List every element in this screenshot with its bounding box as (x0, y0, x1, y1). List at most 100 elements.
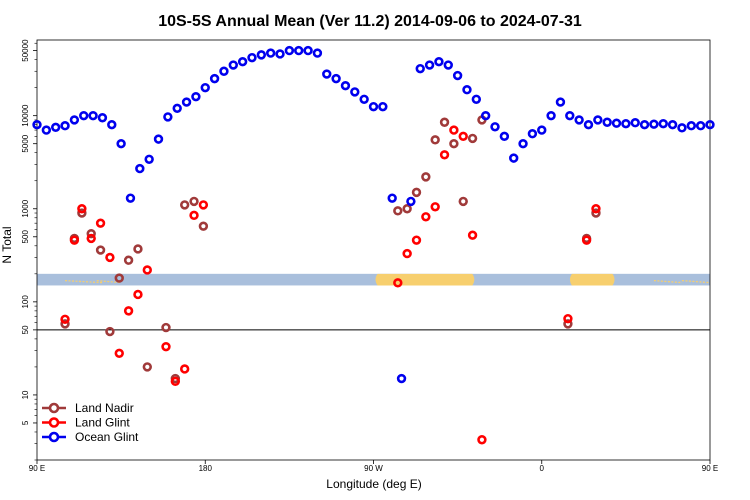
point-land_nadir (449, 138, 459, 149)
point-ocean_glint (490, 122, 500, 132)
point-ocean_glint (462, 85, 472, 95)
point-ocean_glint (378, 101, 388, 112)
legend-marker (48, 431, 60, 443)
point-land_glint (581, 235, 592, 245)
point-ocean_glint (593, 115, 603, 125)
point-land_glint (449, 125, 459, 135)
y-tick-label: 50 (21, 325, 30, 334)
point-land_glint (60, 314, 70, 324)
point-ocean_glint (181, 97, 192, 107)
point-ocean_glint (237, 57, 248, 67)
point-ocean_glint (406, 196, 416, 207)
point-ocean_glint (350, 87, 360, 97)
point-land_glint (198, 200, 209, 210)
point-land_glint (95, 218, 106, 228)
x-tick-label: 90 E (29, 464, 45, 473)
point-ocean_glint (107, 119, 117, 130)
point-land_glint (439, 150, 450, 160)
point-ocean_glint (677, 123, 687, 133)
point-land_nadir (458, 196, 468, 207)
point-ocean_glint (396, 373, 407, 384)
y-axis: 5 10 50 100 500 1000 5000 10000 50000 (21, 39, 37, 461)
point-land_glint (591, 204, 601, 214)
point-land_glint (411, 235, 422, 245)
point-ocean_glint (153, 134, 164, 144)
point-ocean_glint (658, 118, 668, 129)
point-ocean_glint (144, 154, 154, 164)
point-ocean_glint (471, 94, 482, 104)
y-axis-label: N Total (0, 226, 14, 263)
legend-label: Land Nadir (75, 401, 134, 415)
point-ocean_glint (537, 125, 547, 135)
point-ocean_glint (574, 115, 584, 125)
point-land_nadir (563, 319, 573, 329)
x-tick-label: 90 W (364, 464, 383, 473)
point-land_glint (77, 204, 87, 214)
y-tick-label: 1000 (21, 199, 30, 217)
point-land_nadir (105, 326, 115, 337)
point-land_glint (161, 341, 171, 352)
point-land_nadir (77, 208, 87, 218)
point-land_glint (123, 306, 134, 316)
point-ocean_glint (116, 138, 126, 149)
point-ocean_glint (294, 45, 304, 56)
point-land_nadir (114, 273, 124, 283)
map-strip-land-0 (375, 273, 475, 286)
point-ocean_glint (172, 103, 182, 114)
x-tick-label: 0 (540, 464, 545, 473)
point-ocean_glint (630, 118, 640, 128)
point-land_nadir (60, 319, 70, 329)
point-ocean_glint (705, 119, 715, 130)
series-layer (32, 45, 715, 445)
point-ocean_glint (312, 48, 323, 58)
point-land_glint (133, 289, 143, 300)
point-ocean_glint (303, 45, 313, 56)
point-land_glint (142, 265, 152, 275)
point-land_glint (430, 202, 440, 212)
point-ocean_glint (667, 119, 678, 130)
point-land_nadir (393, 206, 403, 216)
point-ocean_glint (60, 121, 70, 131)
point-ocean_glint (322, 69, 332, 79)
point-land_nadir (402, 204, 412, 214)
chart-title: 10S-5S Annual Mean (Ver 11.2) 2014-09-06… (158, 13, 582, 30)
point-ocean_glint (200, 82, 210, 93)
point-ocean_glint (79, 110, 89, 121)
point-land_nadir (142, 362, 152, 372)
y-tick-label: 500 (21, 230, 30, 244)
point-ocean_glint (368, 101, 379, 112)
point-land_glint (563, 313, 573, 324)
point-ocean_glint (452, 70, 463, 81)
point-land_nadir (439, 117, 450, 127)
y-tick-label: 5000 (21, 134, 30, 152)
point-land_nadir (123, 255, 134, 265)
point-land_nadir (421, 172, 431, 182)
point-land_nadir (133, 244, 143, 254)
series-ocean-glint (32, 45, 715, 384)
point-ocean_glint (359, 94, 369, 104)
point-ocean_glint (265, 48, 276, 58)
point-ocean_glint (565, 110, 575, 121)
point-land_glint (105, 252, 115, 263)
map-strip-land-1 (569, 273, 615, 286)
point-land_glint (477, 435, 487, 445)
point-land_glint (86, 233, 96, 244)
point-ocean_glint (686, 121, 697, 131)
point-ocean_glint (695, 121, 706, 131)
point-ocean_glint (163, 112, 173, 122)
point-ocean_glint (209, 73, 220, 84)
point-ocean_glint (41, 125, 52, 135)
point-ocean_glint (611, 118, 622, 128)
point-ocean_glint (555, 97, 566, 107)
point-ocean_glint (219, 66, 229, 76)
point-land_glint (458, 131, 468, 142)
series-land-glint (60, 125, 601, 445)
point-ocean_glint (191, 91, 201, 102)
map-strip-island-2 (681, 280, 711, 284)
point-ocean_glint (69, 115, 80, 125)
point-land_nadir (467, 133, 478, 144)
point-ocean_glint (340, 80, 351, 91)
point-land_nadir (198, 221, 209, 231)
point-ocean_glint (32, 119, 42, 130)
